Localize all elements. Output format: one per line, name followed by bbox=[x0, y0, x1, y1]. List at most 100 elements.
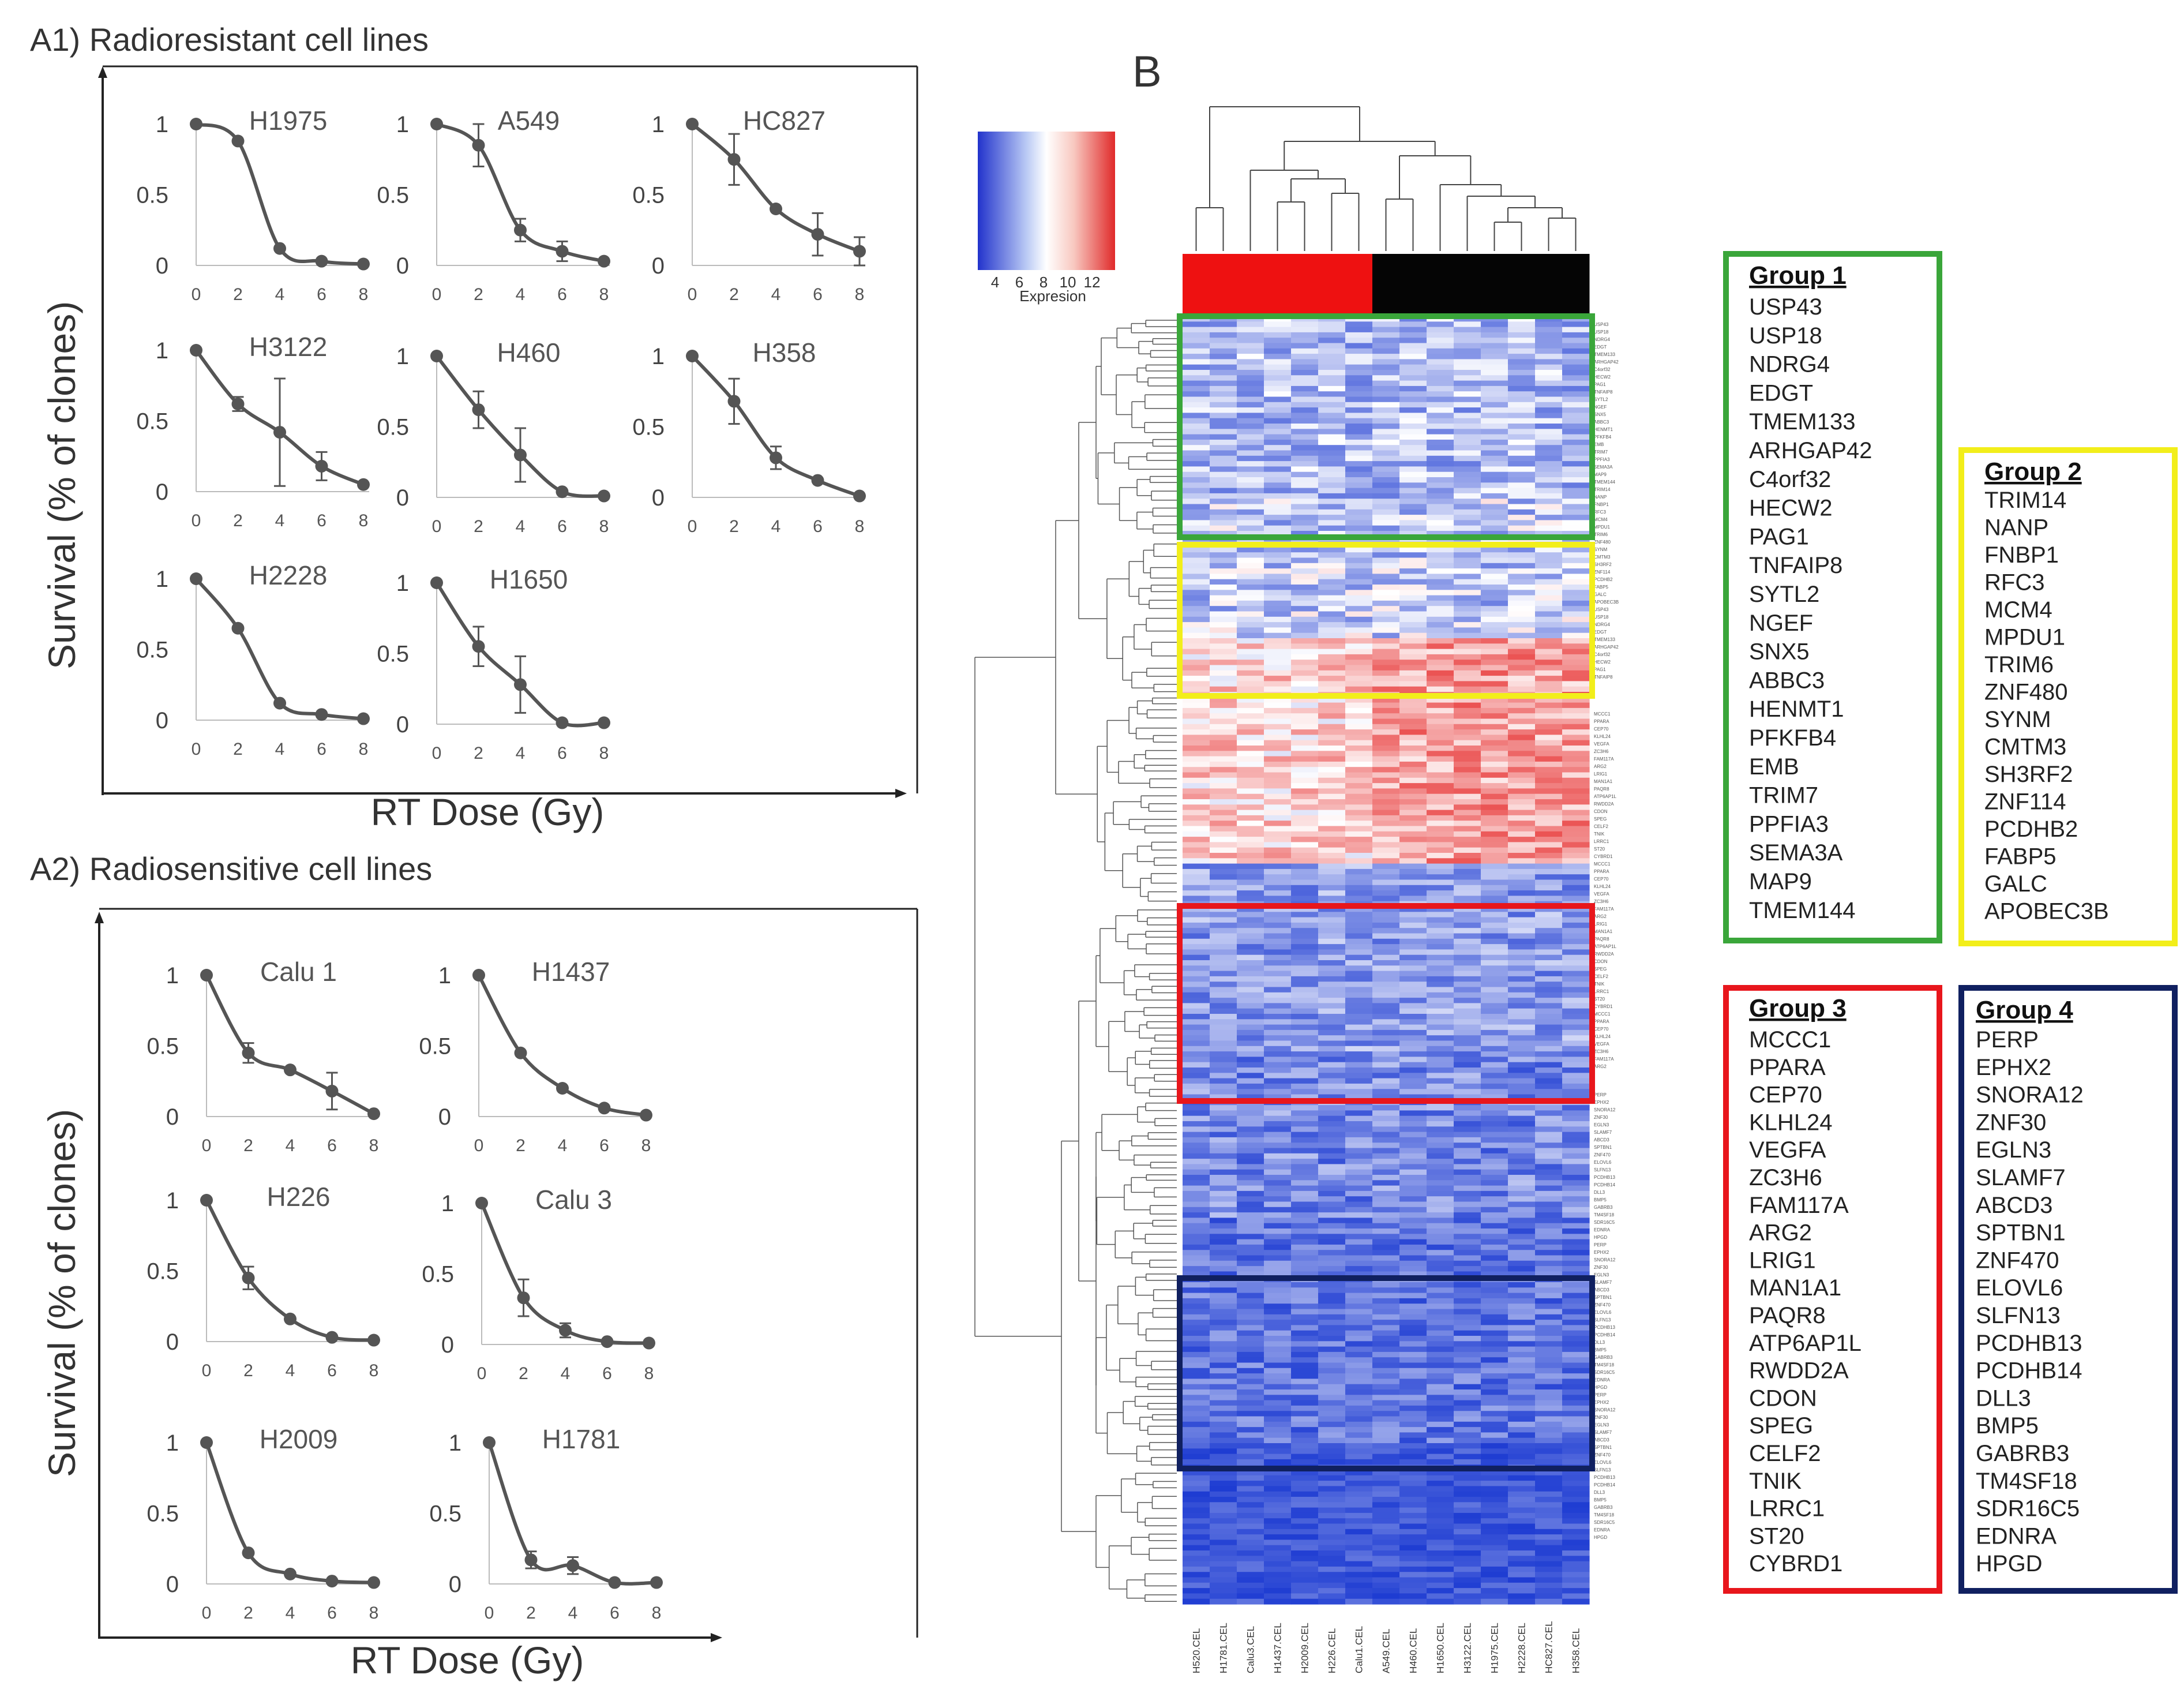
heatmap-cell bbox=[1237, 1282, 1264, 1288]
heatmap-cell bbox=[1210, 1421, 1237, 1428]
heatmap-cell bbox=[1291, 396, 1319, 403]
heatmap-cell bbox=[1481, 1523, 1508, 1530]
heatmap-cell bbox=[1237, 992, 1264, 998]
group1-gene: PFKFB4 bbox=[1749, 725, 1836, 751]
heatmap-cell bbox=[1291, 826, 1319, 832]
heatmap-cell bbox=[1237, 660, 1264, 666]
heatmap-cell bbox=[1264, 429, 1292, 435]
heatmap-cell bbox=[1237, 772, 1264, 778]
heatmap-cell bbox=[1318, 413, 1346, 419]
row-label: APOBEC3B bbox=[1594, 600, 1619, 605]
heatmap-cell bbox=[1264, 1143, 1292, 1149]
heatmap-cell bbox=[1562, 1588, 1590, 1594]
a1-h3122-ytick: 0 bbox=[156, 480, 168, 505]
heatmap-cell bbox=[1345, 552, 1373, 559]
heatmap-cell bbox=[1345, 1481, 1373, 1486]
heatmap-cell bbox=[1237, 1529, 1264, 1535]
heatmap-cell bbox=[1508, 595, 1536, 601]
heatmap-cell bbox=[1183, 788, 1210, 795]
heatmap-cell bbox=[1210, 922, 1237, 928]
heatmap-cell bbox=[1264, 1062, 1292, 1068]
heatmap-cell bbox=[1427, 1110, 1454, 1117]
heatmap-cell bbox=[1535, 531, 1563, 537]
panel-a2-title: A2) Radiosensitive cell lines bbox=[30, 851, 432, 887]
heatmap-cell bbox=[1345, 525, 1373, 531]
heatmap-cell bbox=[1345, 907, 1373, 912]
heatmap-cell bbox=[1318, 525, 1346, 531]
heatmap-cell bbox=[1562, 1234, 1590, 1240]
heatmap-cell bbox=[1345, 1132, 1373, 1138]
heatmap-cell bbox=[1318, 1121, 1346, 1127]
heatmap-cell bbox=[1264, 1459, 1292, 1465]
heatmap-cell bbox=[1264, 1126, 1292, 1133]
heatmap-cell bbox=[1291, 1421, 1319, 1428]
heatmap-cell bbox=[1237, 1234, 1264, 1240]
heatmap-cell bbox=[1291, 354, 1319, 359]
a2-h226-xtick: 0 bbox=[202, 1361, 212, 1380]
a1-h1650-xtick: 8 bbox=[599, 744, 609, 763]
heatmap-cell bbox=[1399, 1593, 1427, 1600]
heatmap-cell bbox=[1399, 783, 1427, 789]
heatmap-cell bbox=[1535, 751, 1563, 757]
heatmap-cell bbox=[1210, 1373, 1237, 1379]
heatmap-cell bbox=[1427, 1207, 1454, 1213]
heatmap-cell bbox=[1372, 1518, 1400, 1525]
heatmap-cell bbox=[1264, 1346, 1292, 1353]
heatmap-cell bbox=[1318, 987, 1346, 993]
heatmap-cell bbox=[1562, 992, 1590, 998]
heatmap-cell bbox=[1291, 1014, 1319, 1020]
group2-gene: ZNF114 bbox=[1984, 789, 2066, 815]
a1-h1650-xtick: 2 bbox=[474, 744, 483, 763]
heatmap-cell bbox=[1399, 424, 1427, 429]
group1-gene: USP43 bbox=[1749, 294, 1822, 320]
heatmap-cell bbox=[1183, 611, 1210, 617]
heatmap-cell bbox=[1399, 1470, 1427, 1476]
heatmap-cell bbox=[1535, 1271, 1563, 1278]
heatmap-cell bbox=[1508, 1148, 1536, 1154]
heatmap-cell bbox=[1562, 707, 1590, 714]
group1-gene: TMEM133 bbox=[1749, 409, 1856, 435]
heatmap-cell bbox=[1427, 1572, 1454, 1578]
heatmap-cell bbox=[1183, 1228, 1210, 1234]
heatmap-cell bbox=[1535, 1416, 1563, 1422]
heatmap-cell bbox=[1481, 1298, 1508, 1304]
heatmap-cell bbox=[1291, 987, 1319, 993]
heatmap-cell bbox=[1291, 1068, 1319, 1073]
heatmap-cell bbox=[1237, 1491, 1264, 1497]
row-label: GABRB3 bbox=[1594, 1205, 1613, 1210]
heatmap-cell bbox=[1318, 434, 1346, 440]
heatmap-cell bbox=[1481, 1057, 1508, 1063]
heatmap-cell bbox=[1291, 574, 1319, 580]
heatmap-cell bbox=[1372, 418, 1400, 424]
a1-h460-point bbox=[514, 448, 527, 462]
row-label: USP43 bbox=[1594, 607, 1609, 612]
heatmap-cell bbox=[1481, 622, 1508, 628]
heatmap-cell bbox=[1183, 1068, 1210, 1073]
heatmap-cell bbox=[1508, 590, 1536, 596]
heatmap-cell bbox=[1183, 343, 1210, 349]
heatmap-cell bbox=[1291, 1416, 1319, 1422]
heatmap-cell bbox=[1291, 402, 1319, 408]
heatmap-cell bbox=[1291, 1287, 1319, 1294]
heatmap-cell bbox=[1454, 531, 1481, 537]
heatmap-cell bbox=[1237, 1250, 1264, 1256]
heatmap-cell bbox=[1291, 1196, 1319, 1203]
heatmap-cell bbox=[1264, 552, 1292, 559]
group4-gene: SPTBN1 bbox=[1976, 1220, 2066, 1246]
heatmap-cell bbox=[1399, 1105, 1427, 1111]
heatmap-cell bbox=[1399, 1121, 1427, 1127]
heatmap-cell bbox=[1318, 1534, 1346, 1540]
heatmap-cell bbox=[1264, 1588, 1292, 1594]
heatmap-cell bbox=[1481, 1218, 1508, 1224]
heatmap-cell bbox=[1291, 912, 1319, 918]
heatmap-cell bbox=[1264, 1304, 1292, 1310]
heatmap-cell bbox=[1210, 1137, 1237, 1143]
heatmap-cell bbox=[1237, 1115, 1264, 1122]
heatmap-cell bbox=[1399, 1228, 1427, 1234]
heatmap-cell bbox=[1291, 1556, 1319, 1562]
a2-h1437-title: H1437 bbox=[532, 957, 610, 987]
heatmap-cell bbox=[1372, 1287, 1400, 1294]
heatmap-cell bbox=[1562, 879, 1590, 886]
row-label: LRRC1 bbox=[1594, 989, 1609, 994]
heatmap-cell bbox=[1454, 799, 1481, 805]
